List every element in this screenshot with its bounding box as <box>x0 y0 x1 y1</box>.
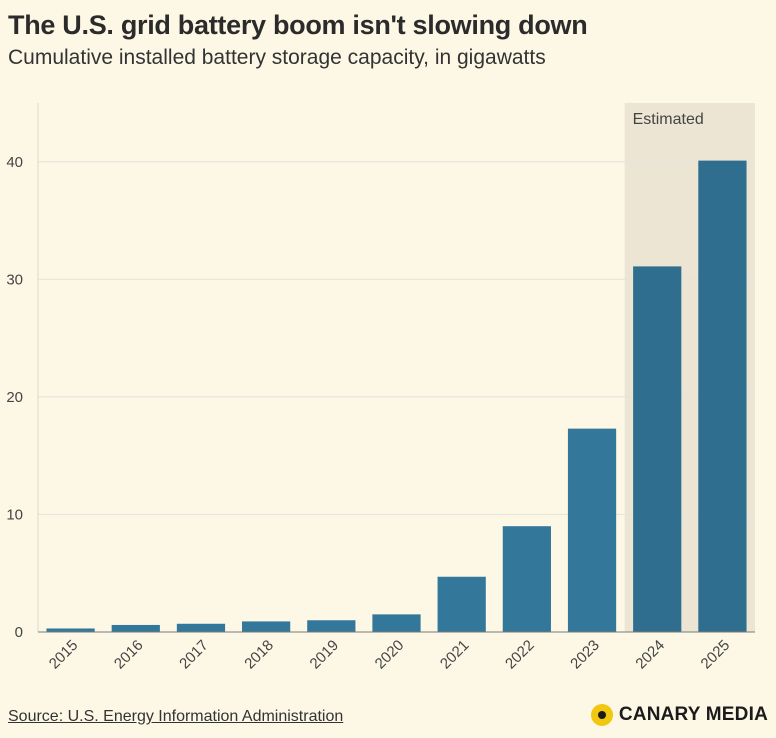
source-link[interactable]: Source: U.S. Energy Information Administ… <box>8 708 344 725</box>
x-tick-label: 2025 <box>698 637 734 673</box>
x-tick-label: 2023 <box>567 637 603 673</box>
bar-2018 <box>242 621 291 632</box>
brand-logo: CANARY MEDIA <box>590 704 768 726</box>
bar-2025 <box>698 160 747 632</box>
x-tick-label: 2020 <box>372 637 408 673</box>
x-tick-label: 2021 <box>437 637 473 673</box>
bar-2021 <box>437 576 486 632</box>
x-tick-label: 2019 <box>307 637 343 673</box>
bar-2019 <box>307 620 356 632</box>
bar-2023 <box>567 428 617 632</box>
x-tick-label: 2017 <box>176 637 212 673</box>
x-tick-label: 2016 <box>111 637 147 673</box>
bar-2020 <box>372 614 421 632</box>
y-tick-label: 30 <box>6 271 23 288</box>
y-tick-label: 10 <box>6 506 23 523</box>
bar-2022 <box>502 526 551 632</box>
x-tick-label: 2022 <box>502 637 538 673</box>
x-tick-label: 2024 <box>632 637 668 673</box>
bar-2017 <box>176 623 226 632</box>
x-tick-label: 2015 <box>46 637 82 673</box>
chart-title: The U.S. grid battery boom isn't slowing… <box>8 10 588 40</box>
estimated-label: Estimated <box>633 111 704 128</box>
y-tick-label: 20 <box>6 389 23 406</box>
bar-2016 <box>111 624 160 632</box>
y-tick-label: 0 <box>15 624 23 641</box>
canary-logo-icon <box>590 704 613 726</box>
brand-name: CANARY MEDIA <box>618 704 768 725</box>
bar-2015 <box>46 628 95 632</box>
chart-subtitle: Cumulative installed battery storage cap… <box>8 46 546 69</box>
y-tick-label: 40 <box>6 154 23 171</box>
bar-chart: Estimated 0 10 20 30 40 2015 2016 2017 2018 2019 20… <box>6 103 755 673</box>
x-tick-label: 2018 <box>241 637 277 673</box>
bar-2024 <box>633 266 682 632</box>
